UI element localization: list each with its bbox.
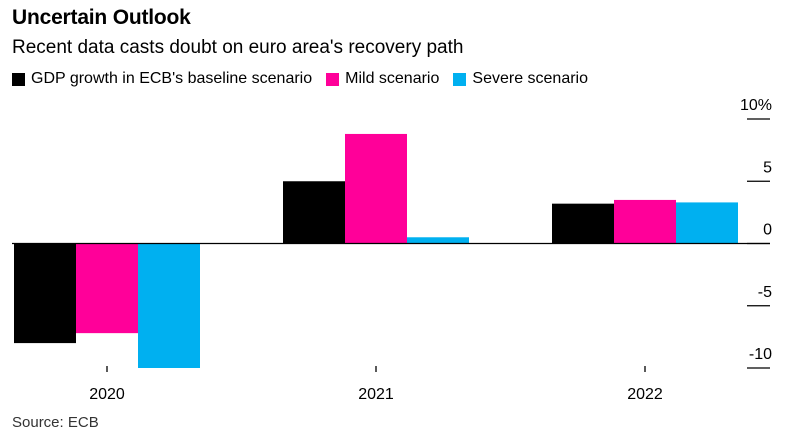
source-note: Source: ECB (12, 414, 99, 431)
legend-item-severe: Severe scenario (453, 70, 588, 88)
legend-label-baseline: GDP growth in ECB's baseline scenario (31, 70, 313, 87)
x-tick-label: 2022 (627, 386, 663, 403)
bar-2022-mild (614, 199, 676, 244)
bar-2021-mild (345, 133, 407, 244)
legend-swatch-severe (453, 72, 467, 86)
bar-2021-severe (407, 237, 469, 244)
legend-label-severe: Severe scenario (472, 70, 589, 87)
y-tick-label: -5 (758, 284, 772, 301)
legend-item-baseline: GDP growth in ECB's baseline scenario (12, 70, 312, 88)
x-tick-label: 2021 (358, 386, 394, 403)
bar-2020-severe (138, 243, 200, 368)
bar-2021-baseline (283, 181, 345, 244)
legend: GDP growth in ECB's baseline scenario Mi… (12, 70, 602, 88)
y-tick-label: -10 (749, 346, 772, 363)
x-tick-label: 2020 (89, 386, 125, 403)
chart-subtitle: Recent data casts doubt on euro area's r… (12, 37, 464, 58)
y-tick-label: 5 (763, 159, 772, 176)
y-tick-label: 10% (740, 97, 772, 114)
legend-swatch-baseline (12, 72, 25, 86)
y-tick-label: 0 (763, 222, 772, 239)
bar-2022-baseline (552, 203, 614, 244)
bar-2022-severe (676, 202, 738, 244)
chart-title: Uncertain Outlook (12, 6, 191, 29)
legend-swatch-mild (326, 72, 340, 86)
legend-label-mild: Mild scenario (345, 70, 440, 87)
legend-item-mild: Mild scenario (326, 70, 439, 88)
bar-2020-mild (76, 243, 138, 334)
bar-2020-baseline (14, 243, 76, 344)
